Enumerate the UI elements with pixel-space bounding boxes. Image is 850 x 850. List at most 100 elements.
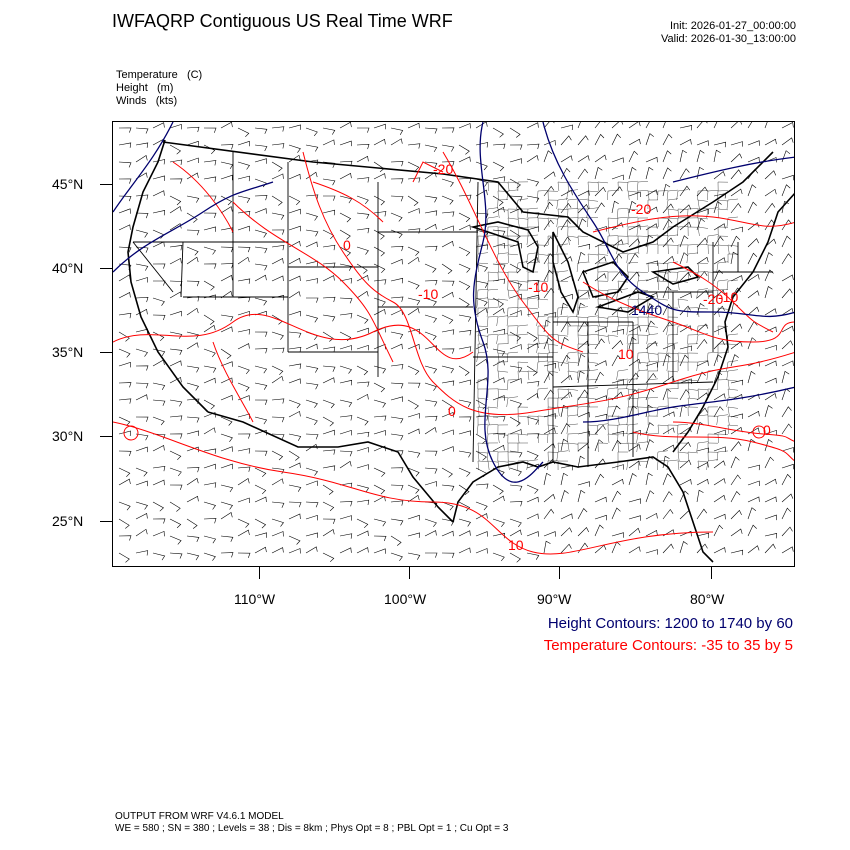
wind-barb — [288, 399, 301, 409]
wind-barb — [458, 530, 471, 537]
wind-barb — [118, 382, 132, 388]
wind-barb — [696, 508, 708, 520]
wind-barb — [305, 171, 318, 180]
wind-barb — [322, 449, 336, 455]
wind-barb — [628, 372, 640, 384]
county-line — [497, 352, 509, 363]
wind-barb — [492, 143, 506, 149]
wind-barb — [662, 183, 671, 197]
wind-barb — [288, 291, 301, 299]
county-line — [557, 397, 569, 408]
wind-barb — [390, 396, 403, 402]
wind-barb — [645, 490, 655, 503]
wind-barb — [152, 175, 165, 181]
wind-barb — [424, 382, 437, 391]
wind-barb — [135, 155, 148, 163]
wind-barb — [594, 413, 608, 420]
wind-barb — [407, 143, 421, 149]
county-line — [547, 190, 559, 201]
county-line — [607, 406, 619, 417]
wind-barb — [730, 509, 742, 520]
wind-barb — [611, 391, 624, 401]
wind-barb — [611, 329, 625, 335]
county-line — [497, 361, 509, 372]
county-line — [517, 226, 529, 237]
county-line — [567, 325, 579, 336]
wind-barb — [730, 141, 743, 147]
wind-barb — [645, 530, 658, 537]
wind-barb — [509, 158, 522, 164]
county-line — [647, 262, 659, 273]
wind-barb — [271, 295, 285, 301]
wind-barb — [271, 547, 284, 554]
county-line — [727, 244, 739, 255]
county-line — [707, 190, 719, 201]
wind-barb — [662, 444, 675, 452]
wind-barb — [339, 229, 351, 240]
wind-barb — [118, 161, 132, 168]
county-line — [537, 190, 549, 201]
wind-barb — [407, 514, 420, 521]
wind-barb — [322, 365, 336, 372]
wind-barb — [781, 463, 794, 470]
wind-barb — [186, 342, 199, 350]
county-line — [507, 289, 519, 300]
county-line — [527, 271, 539, 282]
wind-barb — [271, 501, 285, 508]
wind-barb — [475, 483, 489, 489]
wind-barb — [764, 377, 777, 384]
wind-barb — [628, 191, 641, 198]
wind-barb — [373, 535, 387, 542]
county-line — [507, 226, 519, 237]
wind-barb — [781, 473, 792, 486]
wind-barb — [407, 552, 421, 560]
wind-barb — [458, 450, 472, 458]
wind-barb — [254, 365, 268, 374]
county-line — [697, 244, 709, 255]
wind-barb — [560, 321, 571, 333]
wind-barb — [220, 144, 234, 150]
wind-barb — [135, 513, 148, 520]
wind-barb — [339, 278, 353, 284]
wind-barb — [577, 443, 590, 452]
wind-barb — [747, 370, 756, 384]
county-line — [667, 352, 679, 363]
lat-label: 25°N — [52, 513, 84, 529]
wind-barb — [135, 194, 149, 200]
wind-barb — [747, 410, 760, 418]
county-line — [656, 450, 669, 462]
lat-tick — [100, 436, 112, 437]
wind-barb — [237, 211, 251, 217]
wind-barb — [696, 323, 709, 333]
wind-barb — [169, 552, 183, 559]
wind-barb — [458, 123, 471, 129]
wind-barb — [696, 237, 708, 248]
contour-label: -20 — [433, 161, 453, 177]
wind-barb — [356, 499, 370, 506]
wind-barb — [390, 277, 404, 284]
wind-barb — [730, 549, 744, 556]
county-line — [556, 198, 569, 210]
wind-barb — [628, 546, 641, 554]
wind-barb — [594, 154, 607, 163]
county-line — [697, 217, 709, 228]
county-line — [507, 271, 519, 282]
county-line — [497, 433, 509, 444]
wind-barb — [237, 365, 250, 375]
wind-barb — [475, 531, 488, 537]
county-line — [517, 280, 529, 291]
county-line — [486, 216, 499, 228]
wind-barb — [288, 535, 301, 545]
wind-barb — [204, 195, 217, 201]
county-line — [597, 298, 609, 309]
wind-barb — [305, 241, 318, 248]
wind-barb — [645, 133, 654, 146]
wind-barb — [781, 423, 792, 435]
wind-barb — [441, 365, 455, 374]
wind-barb — [611, 133, 622, 146]
wind-barbs — [118, 122, 794, 563]
wind-barb — [390, 309, 403, 316]
wind-barb — [662, 286, 672, 299]
county-line — [556, 306, 569, 318]
wind-barb — [118, 331, 130, 342]
